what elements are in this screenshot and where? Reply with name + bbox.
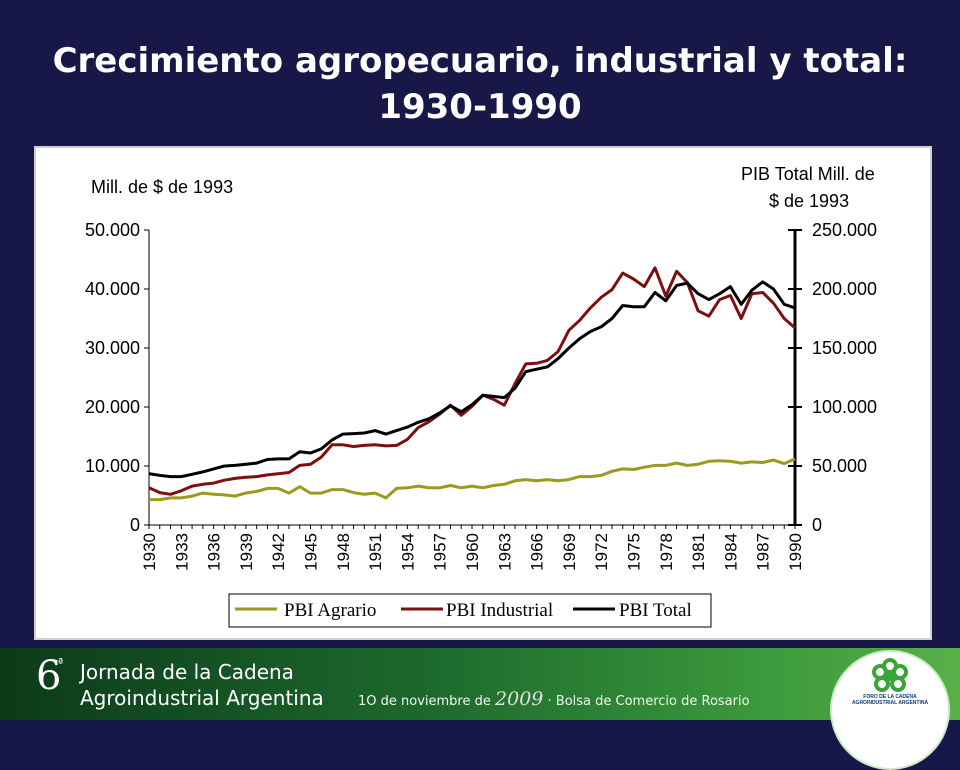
left-y-tick-label: 10.000 <box>85 456 140 476</box>
series-line-pbi-agrario <box>149 457 796 502</box>
x-tick-label: 1951 <box>366 533 385 571</box>
chart-axes: 0 10.000 20.000 30.000 40.000 50.000 0 50.000 10… <box>85 220 877 571</box>
footer-event-name-line1: Jornada de la Cadena <box>80 660 294 684</box>
right-y-tick-label: 200.000 <box>812 279 877 299</box>
slide-title: Crecimiento agropecuario, industrial y t… <box>0 38 960 130</box>
x-tick-label: 1930 <box>140 533 159 571</box>
footer-year: 2009 <box>495 688 544 710</box>
series-line-pbi-industrial <box>148 266 796 496</box>
x-tick-label: 1969 <box>560 533 579 571</box>
legend-box <box>228 593 712 628</box>
legend-label: PBI Industrial <box>446 600 553 621</box>
x-tick-label: 1957 <box>431 533 450 571</box>
legend-label: PBI Total <box>619 600 692 621</box>
x-tick-label: 1984 <box>721 533 740 571</box>
left-y-tick-label: 30.000 <box>85 338 140 358</box>
x-tick-label: 1936 <box>205 533 224 571</box>
legend-label: PBI Agrario <box>284 600 376 621</box>
footer-event-name-line2: Agroindustrial Argentina <box>80 686 324 710</box>
right-axis-label-line1: PIB Total Mill. de <box>741 164 875 184</box>
chart-legend: PBI Agrario PBI Industrial PBI Total <box>228 593 712 628</box>
chart-panel: Mill. de $ de 1993 PIB Total Mill. de $ … <box>34 146 932 640</box>
right-axis-label-line2: $ de 1993 <box>769 191 849 211</box>
x-tick-label: 1966 <box>528 533 547 571</box>
left-y-tick-label: 40.000 <box>85 279 140 299</box>
x-tick-label: 1945 <box>302 533 321 571</box>
chart-series <box>148 266 796 502</box>
chart-svg: Mill. de $ de 1993 PIB Total Mill. de $ … <box>85 164 877 628</box>
right-y-tick-label: 150.000 <box>812 338 877 358</box>
footer-edition-number: 6 <box>36 653 62 699</box>
footer-event-details: 1O de noviembre de 2009 · Bolsa de Comer… <box>358 688 750 710</box>
x-tick-label: 1975 <box>625 533 644 571</box>
x-tick-label: 1960 <box>463 533 482 571</box>
x-tick-label: 1987 <box>754 533 773 571</box>
left-axis-label: Mill. de $ de 1993 <box>91 177 233 197</box>
right-y-tick-label: 50.000 <box>812 456 867 476</box>
x-tick-label: 1972 <box>592 533 611 571</box>
footer-edition-ordinal: ª <box>58 656 64 669</box>
x-tick-label: 1954 <box>398 533 417 571</box>
x-tick-label: 1963 <box>495 533 514 571</box>
x-tick-label: 1981 <box>689 533 708 571</box>
x-tick-label: 1948 <box>334 533 353 571</box>
slide-title-line2: 1930-1990 <box>378 87 582 127</box>
right-y-tick-label: 100.000 <box>812 397 877 417</box>
footer-banner: 6 ª Jornada de la Cadena Agroindustrial … <box>0 648 960 720</box>
left-y-tick-label: 0 <box>130 515 140 535</box>
x-tick-label: 1990 <box>786 533 805 571</box>
right-y-tick-label: 250.000 <box>812 220 877 240</box>
x-tick-label: 1939 <box>237 533 256 571</box>
foro-logo: FORO DE LA CADENA AGROINDUSTRIAL ARGENTIN… <box>826 650 954 770</box>
x-tick-label: 1933 <box>172 533 191 571</box>
left-y-tick-label: 50.000 <box>85 220 140 240</box>
x-tick-label: 1942 <box>269 533 288 571</box>
slide-title-line1: Crecimiento agropecuario, industrial y t… <box>52 41 908 81</box>
series-line-pbi-total <box>148 280 796 479</box>
x-tick-label: 1978 <box>657 533 676 571</box>
left-y-tick-label: 20.000 <box>85 397 140 417</box>
logo-caption: FORO DE LA CADENA AGROINDUSTRIAL ARGENTIN… <box>851 694 929 706</box>
logo-flower-icon <box>872 658 908 692</box>
right-y-tick-label: 0 <box>812 515 822 535</box>
